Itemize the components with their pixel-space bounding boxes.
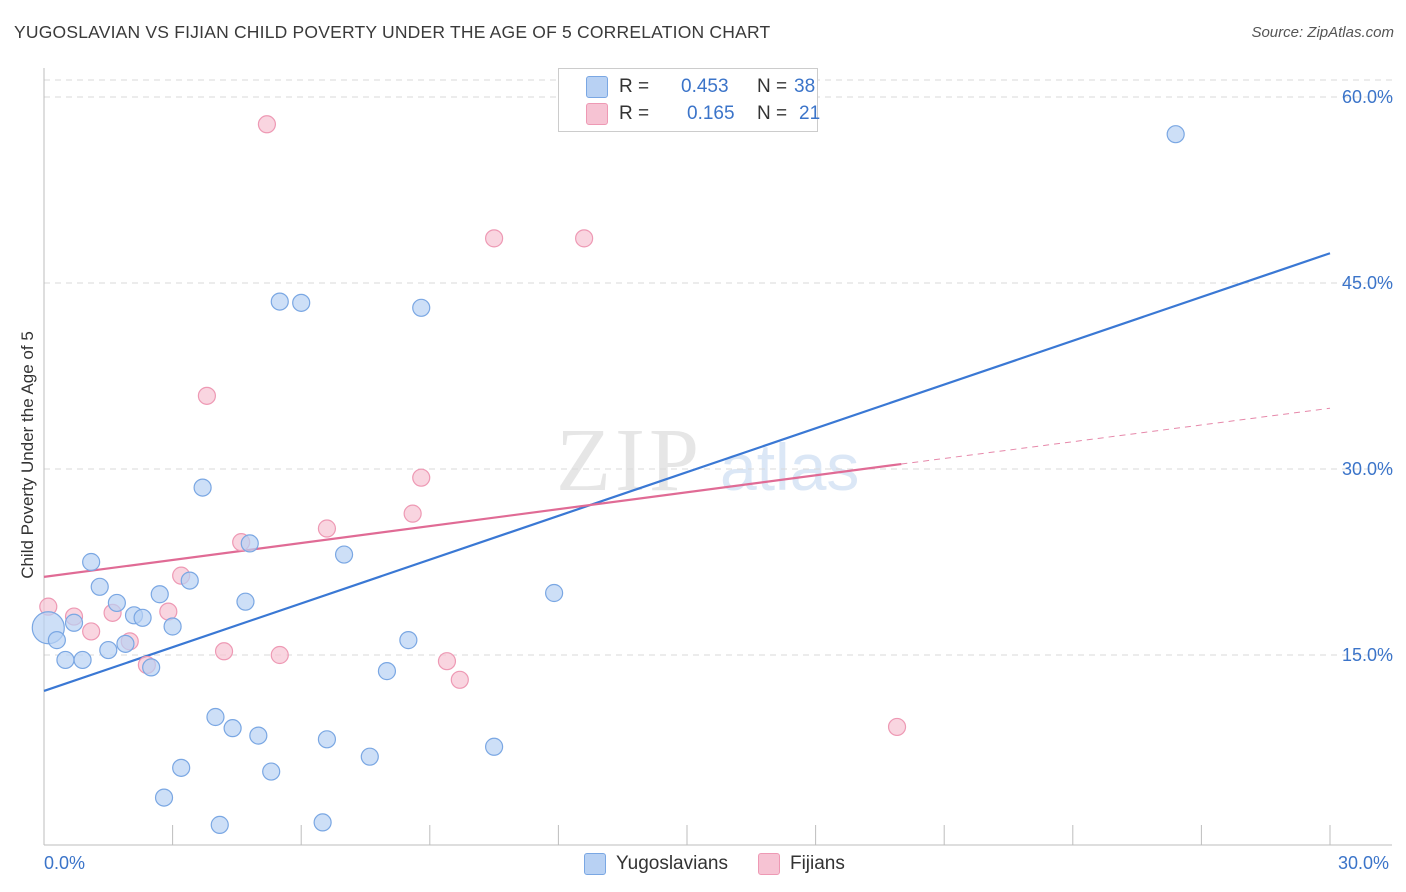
n-label: N = <box>757 103 788 124</box>
point-yugoslavian <box>73 650 92 670</box>
axes <box>43 68 1392 846</box>
point-fijian <box>437 652 457 671</box>
point-yugoslavian <box>317 730 337 749</box>
point-yugoslavian <box>399 631 418 650</box>
point-yugoslavian <box>210 815 229 834</box>
point-yugoslavian <box>133 608 152 627</box>
legend-item-yugoslavians: Yugoslavians <box>584 853 728 875</box>
legend-item-fijians: Fijians <box>757 853 845 875</box>
point-yugoslavian <box>154 788 174 807</box>
y-tick-label: 30.0% <box>1342 459 1393 479</box>
point-yugoslavian <box>172 758 191 777</box>
r-label: R = <box>619 103 650 124</box>
point-yugoslavian <box>82 552 101 572</box>
x-tick-label-min: 0.0% <box>44 853 86 873</box>
watermark-atlas: atlas <box>720 430 859 504</box>
n-value: 38 <box>794 76 816 97</box>
point-yugoslavian <box>193 478 212 497</box>
point-fijian <box>450 670 469 689</box>
r-value: 0.453 <box>681 76 729 97</box>
trend-line-fijians-extension <box>901 407 1331 465</box>
correlation-legend: R = 0.453 N = 38 R = 0.165 N = 21 <box>558 68 821 132</box>
point-yugoslavian <box>240 534 259 553</box>
point-yugoslavian <box>206 707 225 727</box>
point-fijian <box>197 386 216 405</box>
point-yugoslavian <box>334 545 354 564</box>
watermark-zip: ZIP <box>556 411 703 510</box>
chart-title: YUGOSLAVIAN VS FIJIAN CHILD POVERTY UNDE… <box>14 22 771 42</box>
legend-swatch-pink <box>586 103 608 125</box>
legend-swatch-blue <box>584 853 606 875</box>
trend-line-yugoslavians <box>43 252 1331 693</box>
point-yugoslavian <box>180 571 199 590</box>
point-fijian <box>214 642 234 661</box>
trend-line-fijians <box>43 462 902 578</box>
point-yugoslavian <box>90 577 109 596</box>
trend-lines <box>43 252 1331 693</box>
data-points <box>31 115 1185 834</box>
legend-swatch-pink <box>757 853 780 875</box>
point-yugoslavian <box>485 737 504 756</box>
y-tick-label: 15.0% <box>1342 645 1393 665</box>
point-yugoslavian <box>292 293 311 312</box>
point-yugoslavian <box>107 593 126 613</box>
legend-label: Fijians <box>789 853 845 874</box>
point-yugoslavian <box>47 631 66 650</box>
point-yugoslavian <box>236 592 255 611</box>
point-yugoslavian <box>163 617 182 636</box>
point-fijian <box>317 519 337 538</box>
point-yugoslavian <box>1166 125 1185 144</box>
watermark: ZIP atlas <box>556 411 859 510</box>
series-legend: Yugoslavians Fijians <box>584 851 875 877</box>
y-tick-label: 60.0% <box>1342 87 1393 107</box>
y-axis-label: Child Poverty Under the Age of 5 <box>18 331 37 579</box>
point-fijian <box>270 645 289 665</box>
point-yugoslavian <box>313 813 332 832</box>
point-yugoslavian <box>150 585 169 604</box>
n-value: 21 <box>799 103 821 124</box>
point-fijian <box>257 115 277 134</box>
legend-label: Yugoslavians <box>616 853 728 874</box>
y-tick-labels: 15.0% 30.0% 45.0% 60.0% <box>1342 87 1393 665</box>
point-yugoslavian <box>56 650 75 670</box>
point-fijian <box>403 504 422 523</box>
point-yugoslavian <box>412 298 431 317</box>
n-label: N = <box>757 76 788 97</box>
point-fijian <box>575 229 594 248</box>
gridlines <box>44 79 1392 656</box>
point-yugoslavian <box>270 292 289 311</box>
point-yugoslavian <box>360 747 379 766</box>
r-value: 0.165 <box>687 103 735 124</box>
point-yugoslavian <box>377 662 397 681</box>
legend-swatch-blue <box>586 76 608 98</box>
point-yugoslavian <box>262 762 281 781</box>
point-yugoslavian <box>64 613 84 632</box>
point-yugoslavian <box>116 634 135 653</box>
point-fijian <box>412 468 431 487</box>
point-fijian <box>82 622 101 641</box>
point-fijian <box>887 717 907 737</box>
x-tick-label-max: 30.0% <box>1338 853 1390 873</box>
point-yugoslavian <box>142 658 161 677</box>
point-yugoslavian <box>249 726 268 745</box>
point-yugoslavian <box>545 583 564 603</box>
point-yugoslavian <box>223 719 242 738</box>
r-label: R = <box>619 76 650 97</box>
y-tick-label: 45.0% <box>1342 273 1393 293</box>
source-label: Source: ZipAtlas.com <box>1251 24 1394 41</box>
point-yugoslavian <box>99 640 118 660</box>
point-fijian <box>485 229 504 248</box>
